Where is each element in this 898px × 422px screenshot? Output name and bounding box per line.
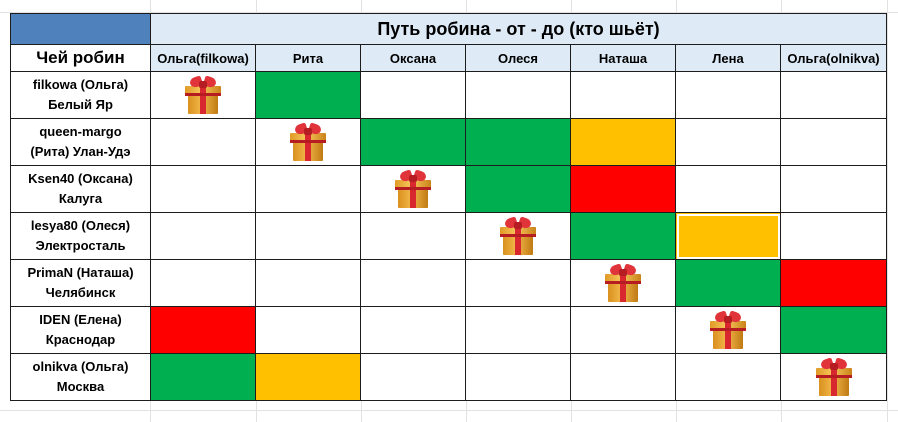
gift-cell[interactable] [570,259,676,307]
status-cell-green[interactable] [465,118,571,166]
empty-cell[interactable] [150,165,256,213]
empty-cell[interactable] [360,353,466,401]
table-row: olnikva (Ольга) Москва [10,353,887,401]
status-cell-red[interactable] [780,259,887,307]
row-header-city: Москва [56,379,105,394]
row-header-city: Белый Яр [48,97,113,112]
column-header[interactable]: Ольга(olnikva) [780,44,887,72]
empty-cell[interactable] [675,165,781,213]
table-row: Ksen40 (Оксана) Калуга [10,165,887,213]
title-row: Путь робина - от - до (кто шьёт) [10,13,887,45]
empty-cell[interactable] [360,306,466,354]
gift-cell[interactable] [465,212,571,260]
empty-cell[interactable] [780,212,887,260]
row-header[interactable]: queen-margo (Рита) Улан-Удэ [10,118,151,166]
empty-cell[interactable] [360,71,466,119]
gift-icon [709,310,747,349]
gift-icon [184,75,222,114]
empty-cell[interactable] [780,71,887,119]
status-cell-green[interactable] [675,259,781,307]
table-row: PrimaN (Наташа) Челябинск [10,259,887,307]
status-cell-green[interactable] [255,71,361,119]
row-header-city: Электросталь [35,238,126,253]
column-header[interactable]: Ольга(filkowa) [150,44,256,72]
empty-cell[interactable] [255,259,361,307]
row-header-nick: filkowa (Ольга) [32,77,129,92]
gift-cell[interactable] [255,118,361,166]
status-cell-green[interactable] [780,306,887,354]
corner-top-cell[interactable] [10,13,151,45]
row-header-nick: lesya80 (Олеся) [30,218,131,233]
row-header-city: (Рита) Улан-Удэ [30,144,131,159]
status-cell-yellow-selected[interactable] [675,212,781,260]
table-row: filkowa (Ольга) Белый Яр [10,71,887,119]
gift-icon [289,122,327,161]
row-header[interactable]: olnikva (Ольга) Москва [10,353,151,401]
gift-icon [815,357,853,396]
row-header[interactable]: filkowa (Ольга) Белый Яр [10,71,151,119]
row-header[interactable]: IDEN (Елена) Краснодар [10,306,151,354]
status-cell-green[interactable] [570,212,676,260]
column-header[interactable]: Олеся [465,44,571,72]
gift-cell[interactable] [150,71,256,119]
column-header[interactable]: Наташа [570,44,676,72]
gift-icon [604,263,642,302]
empty-cell[interactable] [150,118,256,166]
empty-cell[interactable] [150,259,256,307]
status-cell-green[interactable] [150,353,256,401]
column-header[interactable]: Оксана [360,44,466,72]
table-row: queen-margo (Рита) Улан-Удэ [10,118,887,166]
row-header-nick: Ksen40 (Оксана) [28,171,133,186]
gift-icon [499,216,537,255]
empty-cell[interactable] [570,306,676,354]
row-header-nick: IDEN (Елена) [39,312,122,327]
empty-cell[interactable] [465,353,571,401]
row-header[interactable]: lesya80 (Олеся) Электросталь [10,212,151,260]
column-header-row: Чей робин Ольга(filkowa) Рита Оксана Оле… [10,44,887,72]
robin-path-table: Путь робина - от - до (кто шьёт) Чей роб… [10,13,887,401]
table-title[interactable]: Путь робина - от - до (кто шьёт) [150,13,887,45]
empty-cell[interactable] [675,71,781,119]
gift-cell[interactable] [360,165,466,213]
status-cell-green[interactable] [360,118,466,166]
row-header-nick: PrimaN (Наташа) [27,265,134,280]
gift-cell[interactable] [675,306,781,354]
gift-cell[interactable] [780,353,887,401]
status-cell-yellow[interactable] [570,118,676,166]
row-header[interactable]: PrimaN (Наташа) Челябинск [10,259,151,307]
empty-cell[interactable] [255,306,361,354]
status-cell-yellow[interactable] [255,353,361,401]
status-cell-red[interactable] [570,165,676,213]
table-row: IDEN (Елена) Краснодар [10,306,887,354]
empty-cell[interactable] [570,71,676,119]
empty-cell[interactable] [780,118,887,166]
empty-cell[interactable] [360,212,466,260]
empty-cell[interactable] [255,212,361,260]
empty-cell[interactable] [675,118,781,166]
row-header-city: Краснодар [45,332,116,347]
empty-cell[interactable] [465,259,571,307]
row-header-nick: queen-margo [39,124,122,139]
status-cell-red[interactable] [150,306,256,354]
empty-cell[interactable] [150,212,256,260]
empty-cell[interactable] [255,165,361,213]
gift-icon [394,169,432,208]
empty-cell[interactable] [780,165,887,213]
row-header-city: Калуга [58,191,103,206]
column-header[interactable]: Лена [675,44,781,72]
row-header-city: Челябинск [45,285,116,300]
row-header-nick: olnikva (Ольга) [32,359,129,374]
table-body: filkowa (Ольга) Белый Яр queen-margo (Рита)… [10,71,887,401]
table-row: lesya80 (Олеся) Электросталь [10,212,887,260]
empty-cell[interactable] [570,353,676,401]
empty-cell[interactable] [465,306,571,354]
row-header[interactable]: Ksen40 (Оксана) Калуга [10,165,151,213]
empty-cell[interactable] [675,353,781,401]
corner-label[interactable]: Чей робин [10,44,151,72]
empty-cell[interactable] [465,71,571,119]
empty-cell[interactable] [360,259,466,307]
status-cell-green[interactable] [465,165,571,213]
column-header[interactable]: Рита [255,44,361,72]
